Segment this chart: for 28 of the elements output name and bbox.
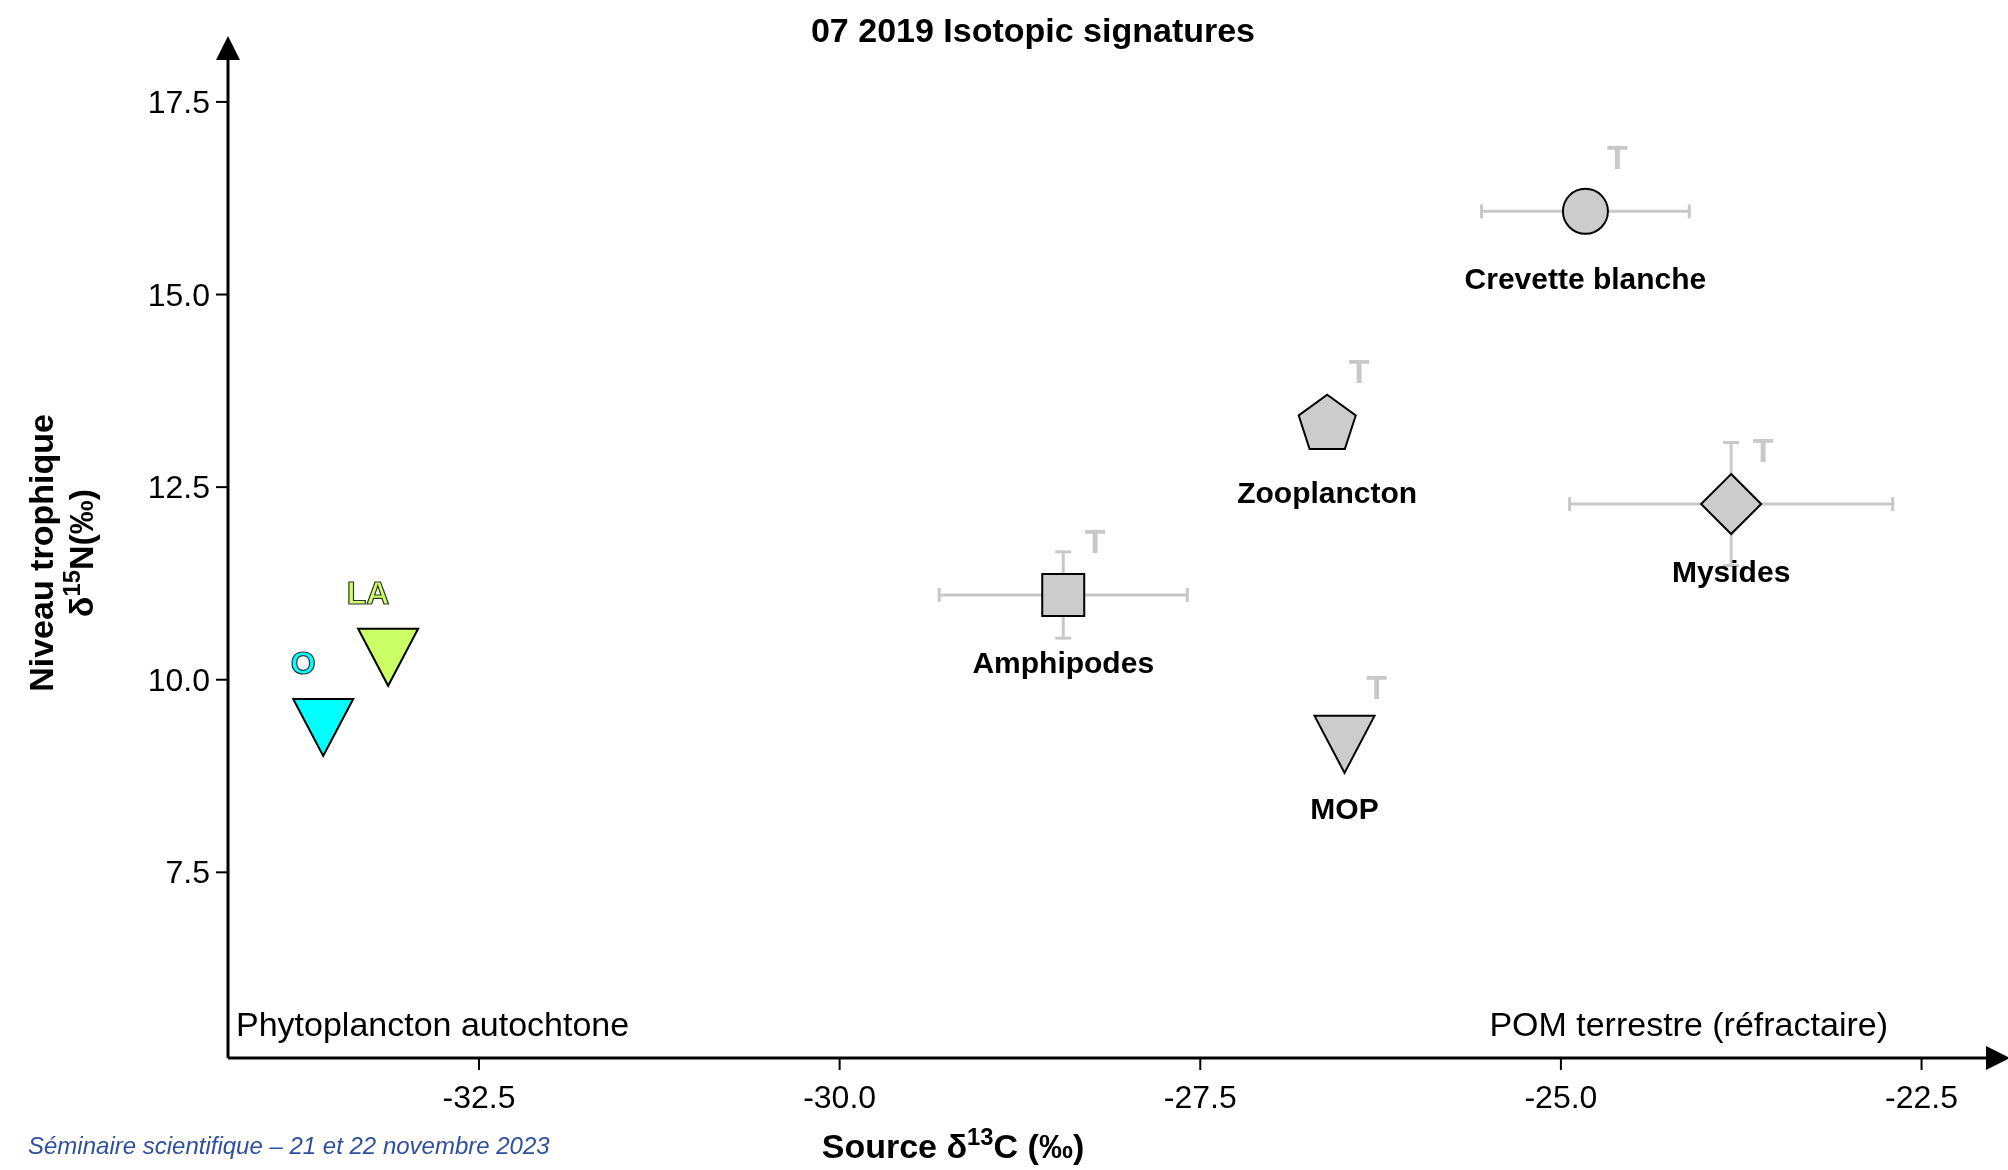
series-label: MOP: [1310, 792, 1379, 826]
x-tick-label: -27.5: [1163, 1079, 1237, 1115]
series-label: Amphipodes: [972, 645, 1155, 679]
x-tick-label: -25.0: [1524, 1079, 1598, 1115]
series-label: LA: [346, 575, 390, 612]
point: [1561, 187, 1609, 235]
y-tick-label: 17.5: [147, 83, 210, 120]
annotation: Phytoplancton autochtone: [236, 1005, 630, 1043]
annotation: POM terrestre (réfractaire): [1489, 1005, 1888, 1043]
y-tick-label: 7.5: [165, 854, 210, 891]
series-label: Zooplancton: [1237, 475, 1418, 509]
y-tick-label: 15.0: [147, 276, 210, 313]
series-label: Mysides: [1671, 555, 1791, 589]
x-axis-title: Source δ$^{13}$C (‰): [821, 1122, 1085, 1165]
x-tick-label: -30.0: [803, 1079, 877, 1115]
x-tick-label: -32.5: [442, 1079, 516, 1115]
chart-title: 07 2019 Isotopic signatures: [810, 11, 1256, 49]
point: [1313, 714, 1376, 774]
point: [1041, 572, 1086, 617]
y-tick-label: 10.0: [147, 661, 210, 698]
x-tick-label: -22.5: [1885, 1079, 1959, 1115]
text: Séminaire scientifique – 21 et 22 novembre 2023: [28, 1132, 551, 1159]
series-label: Crevette blanche: [1464, 262, 1707, 296]
point: [357, 627, 420, 687]
y-tick-label: 12.5: [147, 469, 210, 506]
point: [292, 697, 355, 757]
series-label: O: [290, 645, 316, 682]
point: [1700, 473, 1763, 536]
